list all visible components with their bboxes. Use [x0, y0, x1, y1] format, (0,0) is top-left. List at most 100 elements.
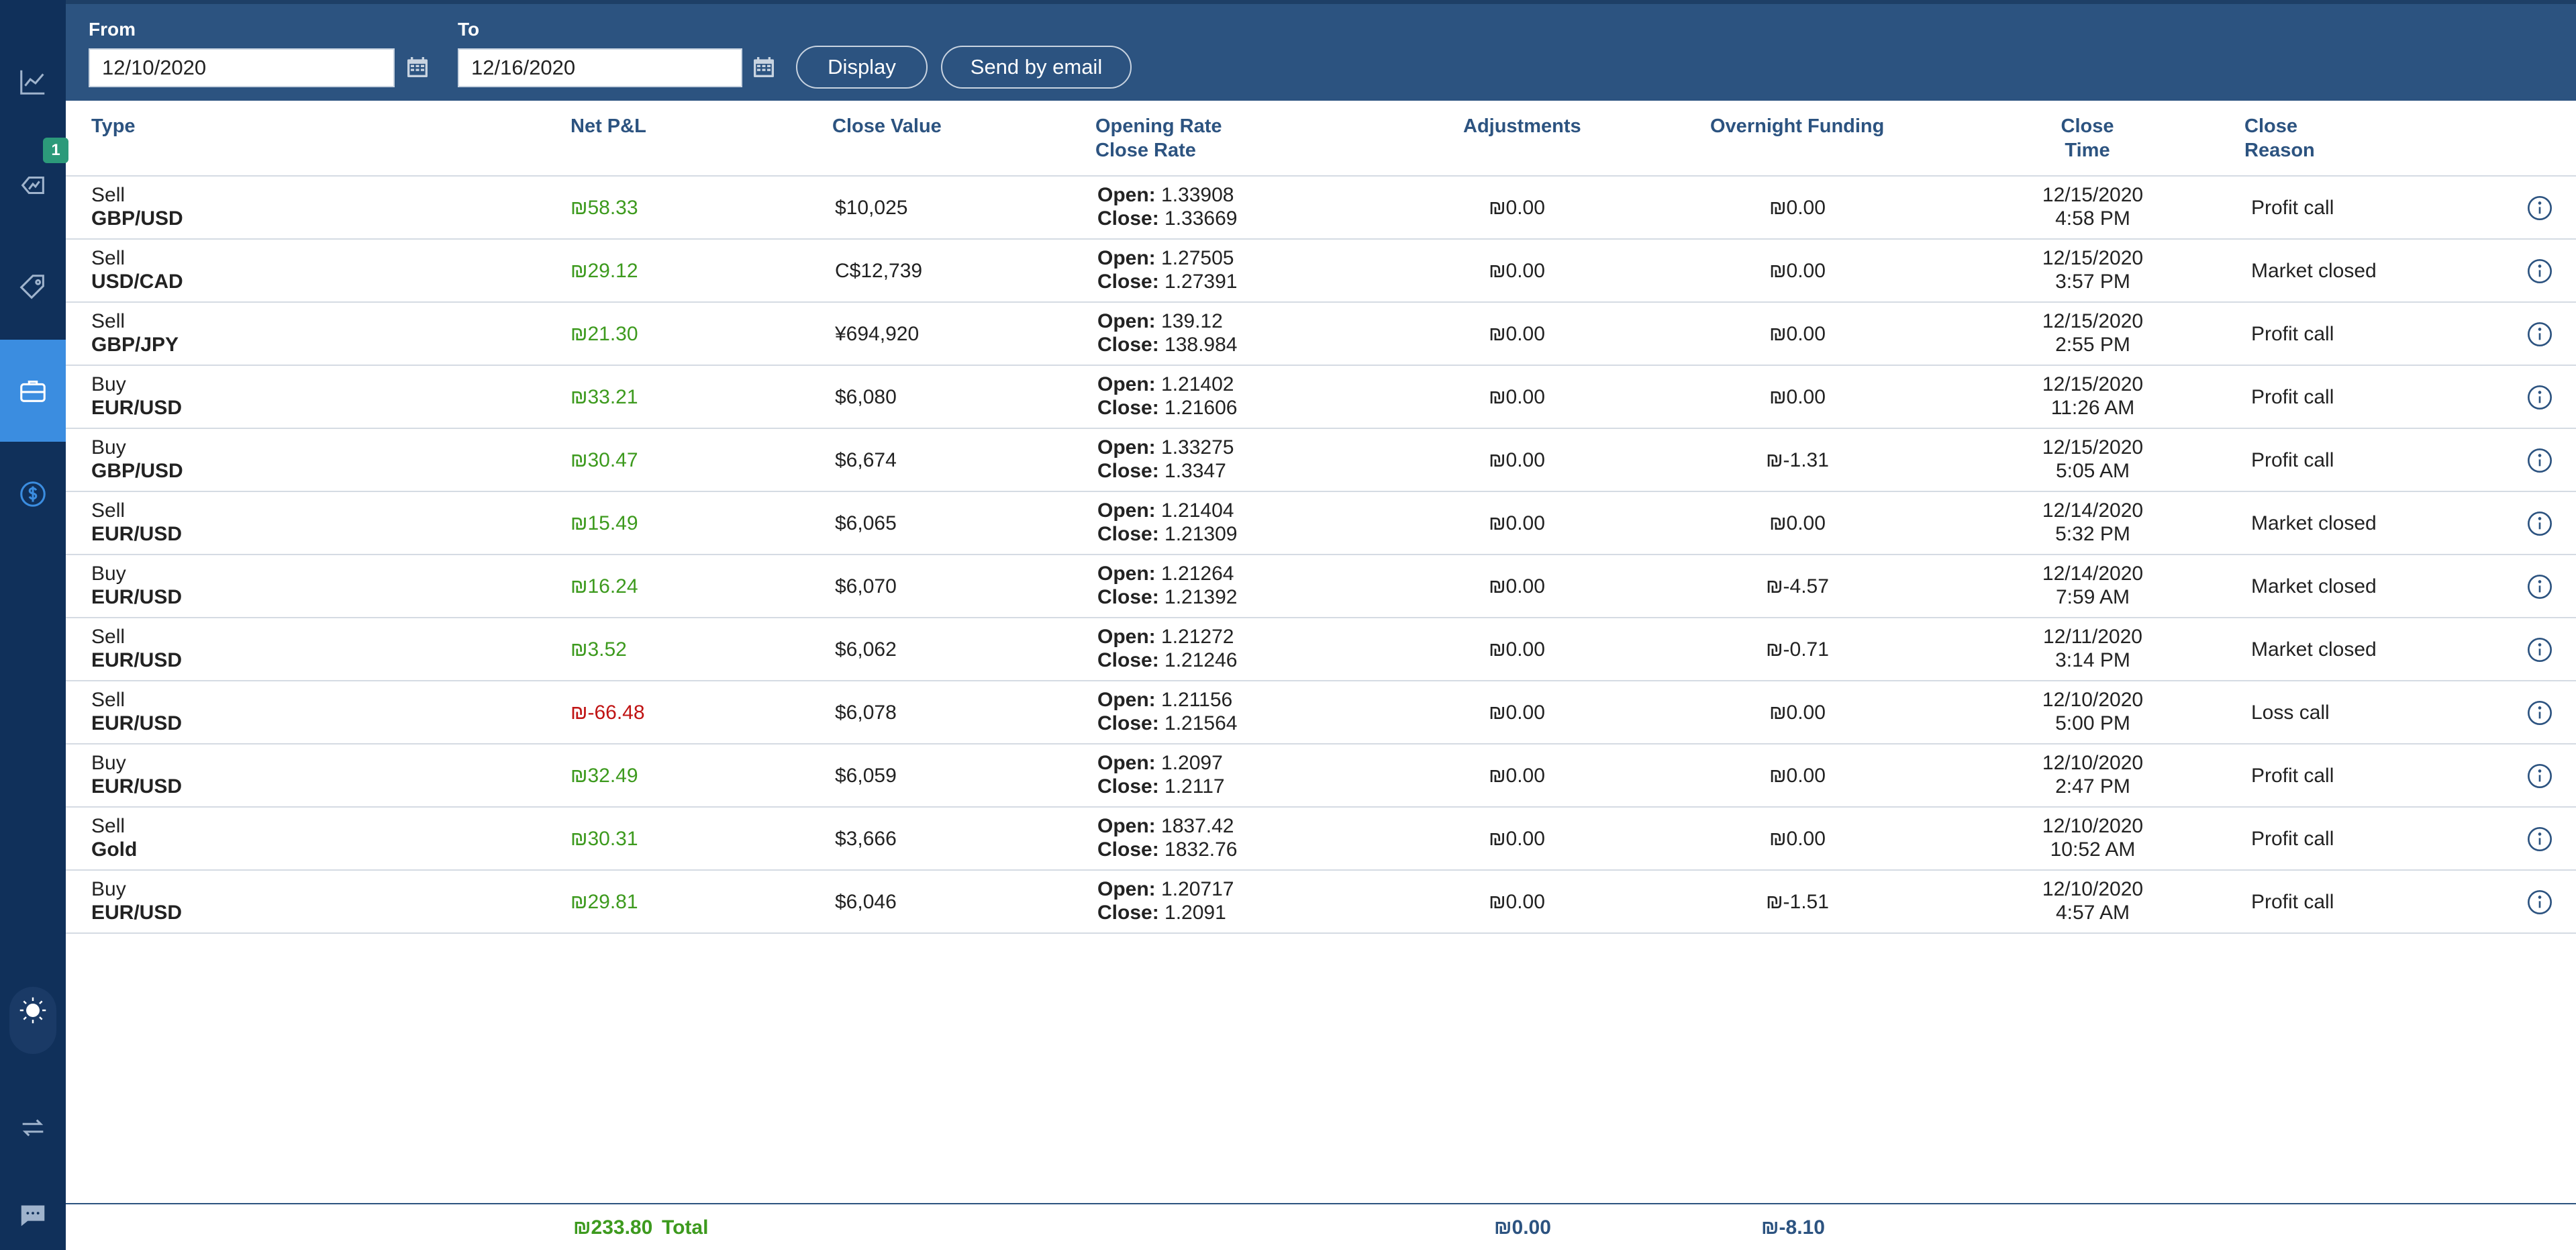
- overnight-funding-value: ₪0.00: [1769, 828, 1826, 850]
- info-icon[interactable]: [2526, 384, 2553, 411]
- display-button[interactable]: Display: [796, 46, 928, 89]
- sidebar-item-transfer[interactable]: [0, 1077, 66, 1179]
- trade-instrument: USD/CAD: [91, 271, 183, 293]
- column-header-rates[interactable]: Opening Rate Close Rate: [1095, 114, 1222, 162]
- close-value: $6,062: [835, 638, 897, 661]
- trade-side: Sell: [91, 184, 126, 206]
- send-by-email-button[interactable]: Send by email: [941, 46, 1132, 89]
- net-pnl-value: ₪16.24: [571, 575, 638, 597]
- info-icon[interactable]: [2526, 573, 2553, 600]
- calendar-icon[interactable]: [404, 54, 431, 81]
- open-rate-value: 1.33908: [1161, 184, 1234, 206]
- close-time: 12/10/2020 5:00 PM: [2012, 688, 2173, 735]
- swap-arrows-icon: [22, 1119, 44, 1137]
- calendar-icon[interactable]: [750, 54, 777, 81]
- column-header-close-reason[interactable]: Close Reason: [2244, 115, 2315, 161]
- column-header-close-time[interactable]: Close Time: [2061, 115, 2114, 161]
- trade-type: Sell GBP/USD: [91, 183, 183, 230]
- close-time: 12/15/2020 11:26 AM: [2012, 373, 2173, 420]
- table-row[interactable]: Buy EUR/USD ₪29.81 $6,046 Open: 1.20717 Close…: [66, 871, 2576, 934]
- close-value: $6,674: [835, 449, 897, 471]
- table-row[interactable]: Sell USD/CAD ₪29.12 C$12,739 Open: 1.27505 Cl…: [66, 240, 2576, 303]
- sidebar-item-charts[interactable]: [0, 31, 66, 133]
- table-row[interactable]: Buy EUR/USD ₪32.49 $6,059 Open: 1.2097 Close:…: [66, 744, 2576, 808]
- table-row[interactable]: Buy EUR/USD ₪33.21 $6,080 Open: 1.21402 Close…: [66, 366, 2576, 429]
- theme-toggle[interactable]: [9, 987, 56, 1054]
- column-header-adjustments[interactable]: Adjustments: [1463, 115, 1581, 137]
- trade-side: Buy: [91, 752, 126, 774]
- close-rate-label: Close:: [1097, 838, 1159, 861]
- sidebar-item-funds[interactable]: [0, 443, 66, 545]
- column-header-overnight-funding[interactable]: Overnight Funding: [1710, 115, 1885, 137]
- close-clock-time: 10:52 AM: [2050, 838, 2136, 861]
- column-header-close-value[interactable]: Close Value: [832, 115, 942, 137]
- table-row[interactable]: Sell GBP/USD ₪58.33 $10,025 Open: 1.33908 Clo…: [66, 177, 2576, 240]
- info-icon[interactable]: [2526, 510, 2553, 537]
- adjustments-value: ₪0.00: [1489, 891, 1545, 913]
- close-rate-label: Close:: [1097, 271, 1159, 293]
- close-rate-label: Close:: [1097, 775, 1159, 798]
- table-row[interactable]: Sell EUR/USD ₪15.49 $6,065 Open: 1.21404 Clos…: [66, 492, 2576, 555]
- overnight-funding-value: ₪-1.51: [1766, 891, 1829, 913]
- close-rate-label: Close:: [1097, 649, 1159, 671]
- rates: Open: 1837.42 Close: 1832.76: [1097, 814, 1237, 861]
- close-value: ¥694,920: [835, 323, 920, 345]
- info-icon[interactable]: [2526, 826, 2553, 853]
- trade-type: Buy EUR/USD: [91, 373, 182, 420]
- info-icon[interactable]: [2526, 636, 2553, 663]
- table-row[interactable]: Buy GBP/USD ₪30.47 $6,674 Open: 1.33275 Close…: [66, 429, 2576, 492]
- close-time: 12/15/2020 4:58 PM: [2012, 183, 2173, 230]
- adjustments-value: ₪0.00: [1489, 512, 1545, 534]
- info-icon[interactable]: [2526, 700, 2553, 726]
- column-header-type[interactable]: Type: [91, 115, 136, 137]
- close-rate-label: Close:: [1097, 712, 1159, 734]
- sidebar-item-history[interactable]: [0, 340, 66, 442]
- from-date-input[interactable]: 12/10/2020: [89, 48, 395, 87]
- table-row[interactable]: Sell Gold ₪30.31 $3,666 Open: 1837.42 Close: …: [66, 808, 2576, 871]
- rates: Open: 1.2097 Close: 1.2117: [1097, 751, 1225, 798]
- column-header-net-pnl[interactable]: Net P&L: [571, 115, 646, 137]
- adjustments-value: ₪0.00: [1489, 449, 1545, 471]
- table-row[interactable]: Sell EUR/USD ₪3.52 $6,062 Open: 1.21272 Close…: [66, 618, 2576, 681]
- info-icon[interactable]: [2526, 763, 2553, 789]
- close-reason: Profit call: [2251, 386, 2334, 408]
- trade-instrument: EUR/USD: [91, 586, 183, 608]
- close-rate-value: 1.2091: [1165, 902, 1226, 924]
- to-date-input[interactable]: 12/16/2020: [458, 48, 742, 87]
- trade-instrument: GBP/JPY: [91, 334, 179, 356]
- rates: Open: 1.21272 Close: 1.21246: [1097, 625, 1237, 672]
- overnight-funding-value: ₪0.00: [1769, 197, 1826, 219]
- total-label: Total: [662, 1216, 709, 1239]
- close-date: 12/10/2020: [2042, 689, 2144, 711]
- open-rate-label: Open:: [1097, 373, 1156, 395]
- table-row[interactable]: Buy EUR/USD ₪16.24 $6,070 Open: 1.21264 Close…: [66, 555, 2576, 618]
- close-value: $10,025: [835, 197, 908, 219]
- info-icon[interactable]: [2526, 447, 2553, 474]
- total-net-pnl: ₪233.80: [573, 1216, 653, 1239]
- info-icon[interactable]: [2526, 258, 2553, 285]
- close-rate-value: 1.27391: [1165, 271, 1238, 293]
- sidebar-item-chat[interactable]: [0, 1182, 66, 1250]
- open-rate-value: 1.20717: [1161, 878, 1234, 900]
- trade-type: Sell EUR/USD: [91, 688, 182, 735]
- close-value: $3,666: [835, 828, 897, 850]
- net-pnl-value: ₪3.52: [571, 638, 627, 661]
- open-rate-label: Open:: [1097, 626, 1156, 648]
- close-clock-time: 5:05 AM: [2055, 460, 2130, 482]
- info-icon[interactable]: [2526, 889, 2553, 916]
- table-row[interactable]: Sell GBP/JPY ₪21.30 ¥694,920 Open: 139.12 Clo…: [66, 303, 2576, 366]
- close-time: 12/11/2020 3:14 PM: [2012, 625, 2173, 672]
- open-rate-label: Open:: [1097, 310, 1156, 332]
- overnight-funding-value: ₪0.00: [1769, 512, 1826, 534]
- trade-type: Sell EUR/USD: [91, 625, 182, 672]
- table-row[interactable]: Sell EUR/USD ₪-66.48 $6,078 Open: 1.21156 Clo…: [66, 681, 2576, 744]
- close-rate-label: Close:: [1097, 207, 1159, 230]
- sidebar-item-open-positions[interactable]: [0, 134, 66, 236]
- info-icon[interactable]: [2526, 321, 2553, 348]
- open-rate-label: Open:: [1097, 499, 1156, 522]
- close-value: $6,078: [835, 702, 897, 724]
- sidebar-item-orders[interactable]: [0, 236, 66, 338]
- info-icon[interactable]: [2526, 195, 2553, 222]
- trade-type: Buy EUR/USD: [91, 562, 182, 609]
- trade-instrument: EUR/USD: [91, 902, 183, 924]
